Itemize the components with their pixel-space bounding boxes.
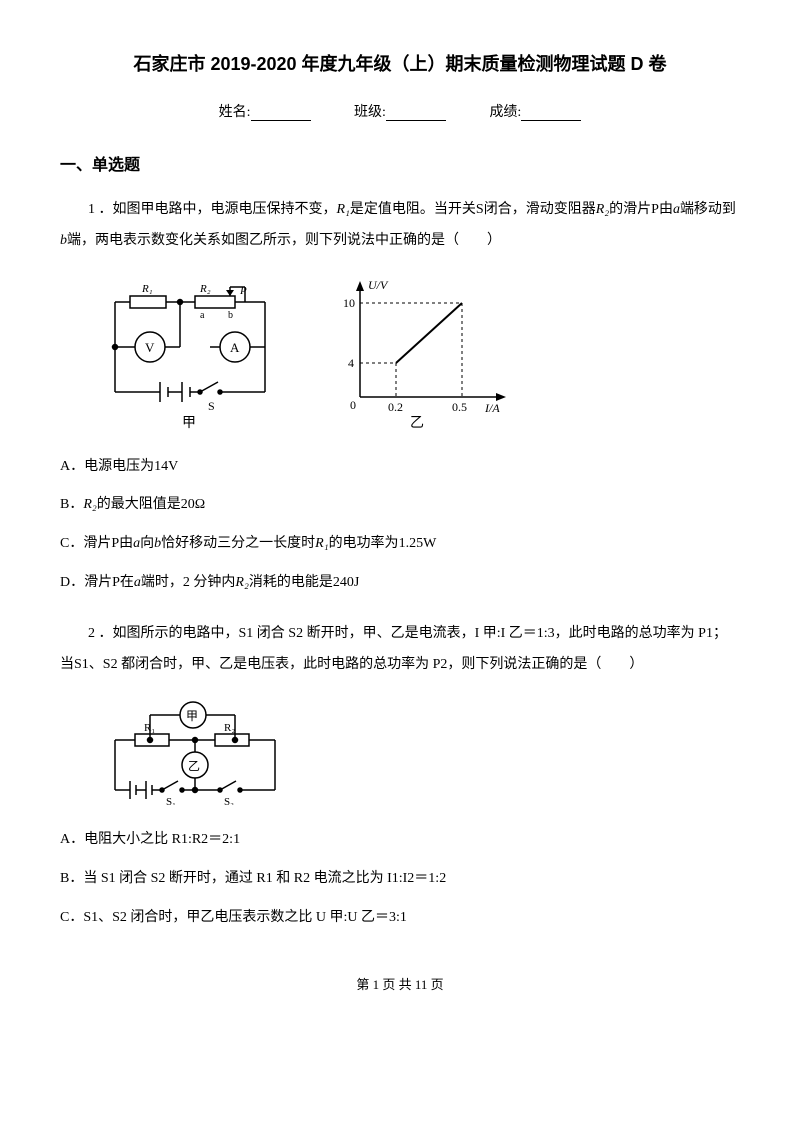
- question-1-figures: S R₁ R₂ a b P V: [100, 272, 740, 437]
- class-blank[interactable]: [386, 106, 446, 121]
- svg-text:a: a: [200, 310, 205, 321]
- svg-text:R₁: R₁: [141, 283, 153, 295]
- svg-text:R₂: R₂: [199, 283, 211, 295]
- svg-text:乙: 乙: [188, 759, 200, 773]
- svg-text:P: P: [239, 285, 247, 297]
- q2-option-a: A．电阻大小之比 R1:R2＝2:1: [60, 825, 740, 856]
- page-title: 石家庄市 2019-2020 年度九年级（上）期末质量检测物理试题 D 卷: [60, 50, 740, 76]
- svg-text:b: b: [228, 310, 233, 321]
- svg-text:V: V: [145, 340, 155, 355]
- name-label: 姓名:: [219, 105, 251, 120]
- question-2-text: 2 ．如图所示的电路中，S1 闭合 S2 断开时，甲、乙是电流表，I 甲:I 乙…: [60, 619, 740, 681]
- svg-text:I/A: I/A: [484, 401, 500, 415]
- svg-text:甲: 甲: [186, 709, 198, 723]
- svg-text:甲: 甲: [182, 416, 196, 431]
- q1-option-d: D．滑片P在a端时，2 分钟内R₂消耗的电能是240J: [60, 568, 740, 599]
- svg-text:A: A: [230, 340, 240, 355]
- svg-text:S₁: S₁: [166, 796, 176, 805]
- score-blank[interactable]: [521, 106, 581, 121]
- svg-text:R₂: R₂: [224, 722, 235, 734]
- svg-text:0.2: 0.2: [388, 400, 403, 414]
- svg-text:S: S: [208, 399, 215, 413]
- q2-option-b: B．当 S1 闭合 S2 断开时，通过 R1 和 R2 电流之比为 I1:I2＝…: [60, 864, 740, 895]
- page-footer: 第 1 页 共 11 页: [60, 974, 740, 993]
- svg-text:10: 10: [343, 296, 355, 310]
- section-heading: 一、单选题: [60, 151, 740, 175]
- svg-text:乙: 乙: [410, 415, 424, 431]
- name-blank[interactable]: [251, 106, 311, 121]
- q2-option-c: C．S1、S2 闭合时，甲乙电压表示数之比 U 甲:U 乙＝3:1: [60, 903, 740, 934]
- svg-text:U/V: U/V: [368, 278, 389, 292]
- class-label: 班级:: [354, 105, 386, 120]
- svg-text:0.5: 0.5: [452, 400, 467, 414]
- svg-text:0: 0: [350, 398, 356, 412]
- q1-option-b: B．R₂的最大阻值是20Ω: [60, 490, 740, 521]
- question-2-figure: S₁ S₂ R₁ R₂ 甲: [100, 695, 740, 810]
- q1-option-a: A．电源电压为14V: [60, 452, 740, 483]
- question-1-text: 1 ．如图甲电路中，电源电压保持不变，R₁是定值电阻。当开关S闭合，滑动变阻器R…: [60, 195, 740, 257]
- info-line: 姓名: 班级: 成绩:: [60, 101, 740, 121]
- svg-text:S₂: S₂: [224, 796, 234, 805]
- q1-option-c: C．滑片P由a向b恰好移动三分之一长度时R₁的电功率为1.25W: [60, 529, 740, 560]
- svg-text:4: 4: [348, 356, 354, 370]
- score-label: 成绩:: [489, 105, 521, 120]
